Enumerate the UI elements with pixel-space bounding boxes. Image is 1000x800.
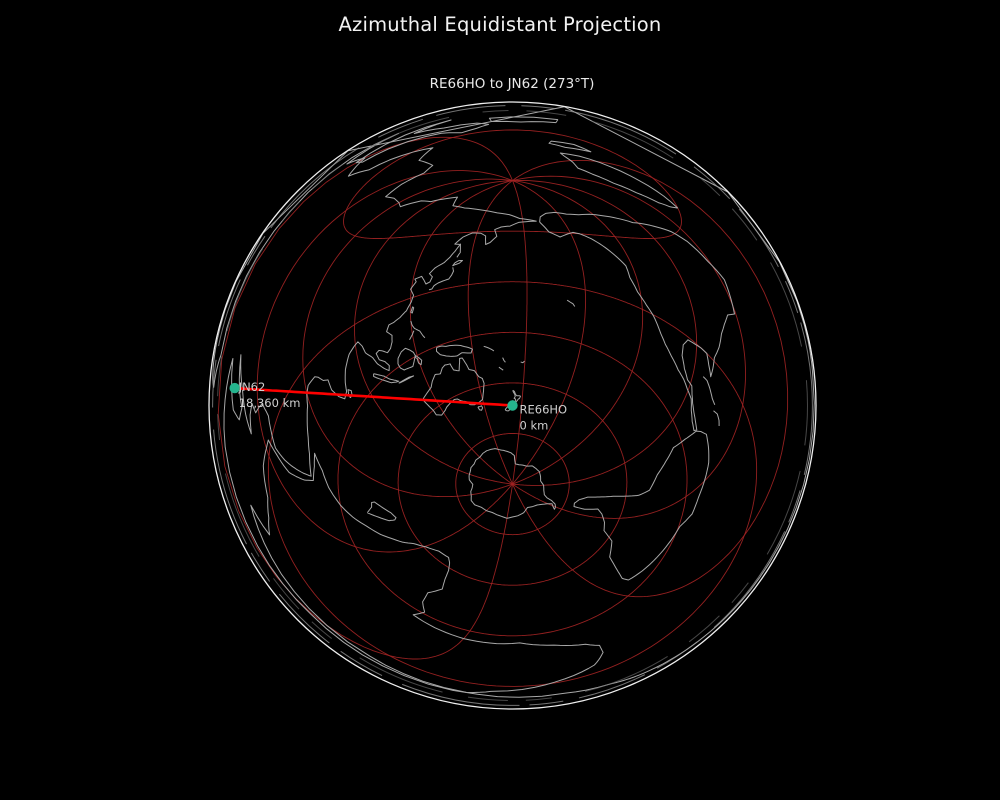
antipodal-smear-ring-outer (212, 105, 813, 706)
station-dot-jn62 (229, 382, 240, 394)
figure-title: Azimuthal Equidistant Projection (338, 13, 662, 36)
stations-layer: RE66HO 0 km JN62 18,360 km (229, 380, 568, 433)
great-circle-path (234, 386, 513, 407)
station-distance-re66ho: 0 km (520, 419, 549, 433)
station-dot-re66ho (507, 400, 518, 411)
station-label-re66ho: RE66HO (520, 403, 568, 417)
station-distance-jn62: 18,360 km (239, 396, 301, 410)
map-subtitle: RE66HO to JN62 (273°T) (429, 76, 595, 92)
map-boundary-circle (208, 101, 817, 710)
antipodal-smear-ring-inner (217, 110, 808, 701)
coastline-layer (212, 106, 815, 698)
station-label-jn62: JN62 (238, 380, 266, 394)
